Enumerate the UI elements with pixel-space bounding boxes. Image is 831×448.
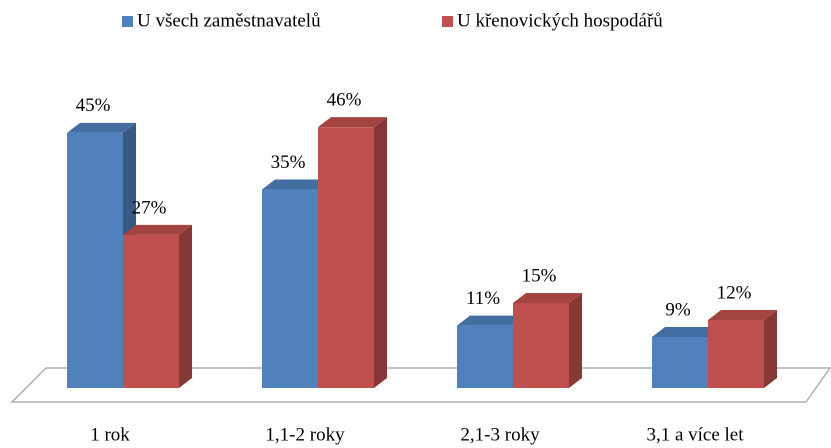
bar bbox=[262, 189, 318, 388]
x-tick-label: 3,1 a více let bbox=[646, 424, 744, 445]
bar bbox=[67, 132, 123, 388]
bar-top bbox=[513, 292, 582, 303]
x-tick-label: 1,1-2 roky bbox=[265, 424, 345, 445]
bar-top bbox=[652, 326, 721, 337]
bar-top bbox=[123, 224, 192, 235]
legend-swatch bbox=[122, 16, 133, 27]
bar-top bbox=[318, 117, 387, 128]
bar bbox=[457, 325, 513, 388]
bar-side bbox=[764, 309, 777, 388]
bar bbox=[318, 127, 374, 389]
value-label: 35% bbox=[271, 152, 306, 173]
value-label: 12% bbox=[717, 282, 752, 303]
bar-top bbox=[708, 309, 777, 320]
bar-top bbox=[262, 179, 331, 190]
bar-top bbox=[67, 122, 136, 133]
bar bbox=[123, 234, 179, 388]
value-label: 45% bbox=[76, 95, 111, 116]
legend-swatch bbox=[442, 16, 453, 27]
value-label: 15% bbox=[522, 265, 557, 286]
value-label: 11% bbox=[466, 288, 500, 309]
x-tick-label: 1 rok bbox=[90, 424, 130, 445]
bar-side bbox=[569, 292, 582, 388]
value-label: 9% bbox=[665, 299, 691, 320]
legend-label: U všech zaměstnavatelů bbox=[137, 10, 321, 31]
bar-top bbox=[457, 315, 526, 326]
bar-side bbox=[179, 224, 192, 388]
bar bbox=[652, 336, 708, 388]
bar-side bbox=[374, 117, 387, 389]
bar bbox=[513, 302, 569, 388]
value-label: 27% bbox=[132, 197, 167, 218]
value-label: 46% bbox=[327, 90, 362, 111]
floor bbox=[10, 367, 831, 403]
legend-label: U křenovických hospodářů bbox=[457, 10, 663, 31]
x-tick-label: 2,1-3 roky bbox=[460, 424, 540, 445]
bar bbox=[708, 319, 764, 388]
